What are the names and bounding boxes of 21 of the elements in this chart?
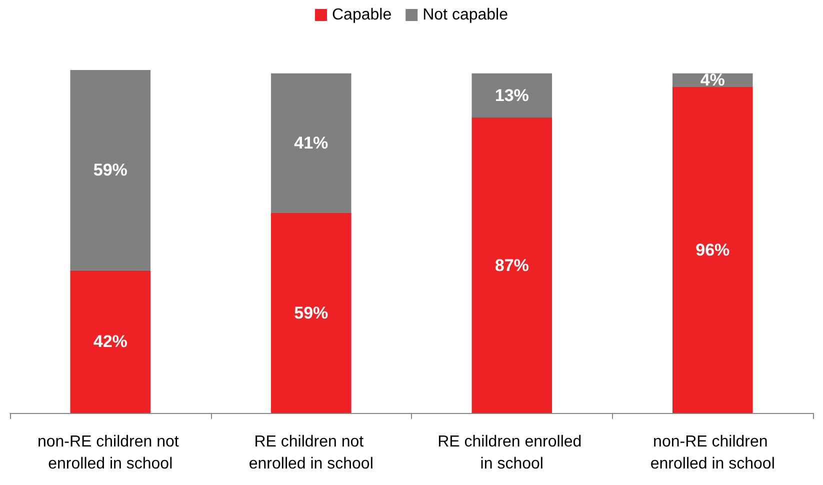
data-label: 41%: [294, 134, 328, 153]
bar: [270, 212, 352, 413]
x-tick-label: RE children enrolled in school: [438, 434, 586, 472]
data-label: 59%: [93, 160, 128, 180]
bar: [70, 70, 151, 270]
data-label: 42%: [93, 332, 128, 352]
legend-label: Not capable: [422, 6, 508, 24]
data-label: 59%: [294, 303, 328, 322]
x-tick-label: non-RE children not enrolled in school: [37, 434, 184, 472]
bar: [672, 86, 753, 413]
bar: [472, 118, 552, 413]
bar: [472, 73, 552, 118]
legend-label: Capable: [332, 6, 392, 24]
data-label: 13%: [494, 86, 529, 105]
data-label: 87%: [494, 256, 529, 275]
bar: [70, 270, 151, 413]
bar: [270, 73, 352, 213]
data-label: 96%: [696, 240, 730, 260]
x-tick-label: RE children not enrolled in school: [248, 434, 374, 472]
data-label: 4%: [700, 70, 725, 90]
x-tick-label: non-RE children enrolled in school: [650, 434, 775, 472]
